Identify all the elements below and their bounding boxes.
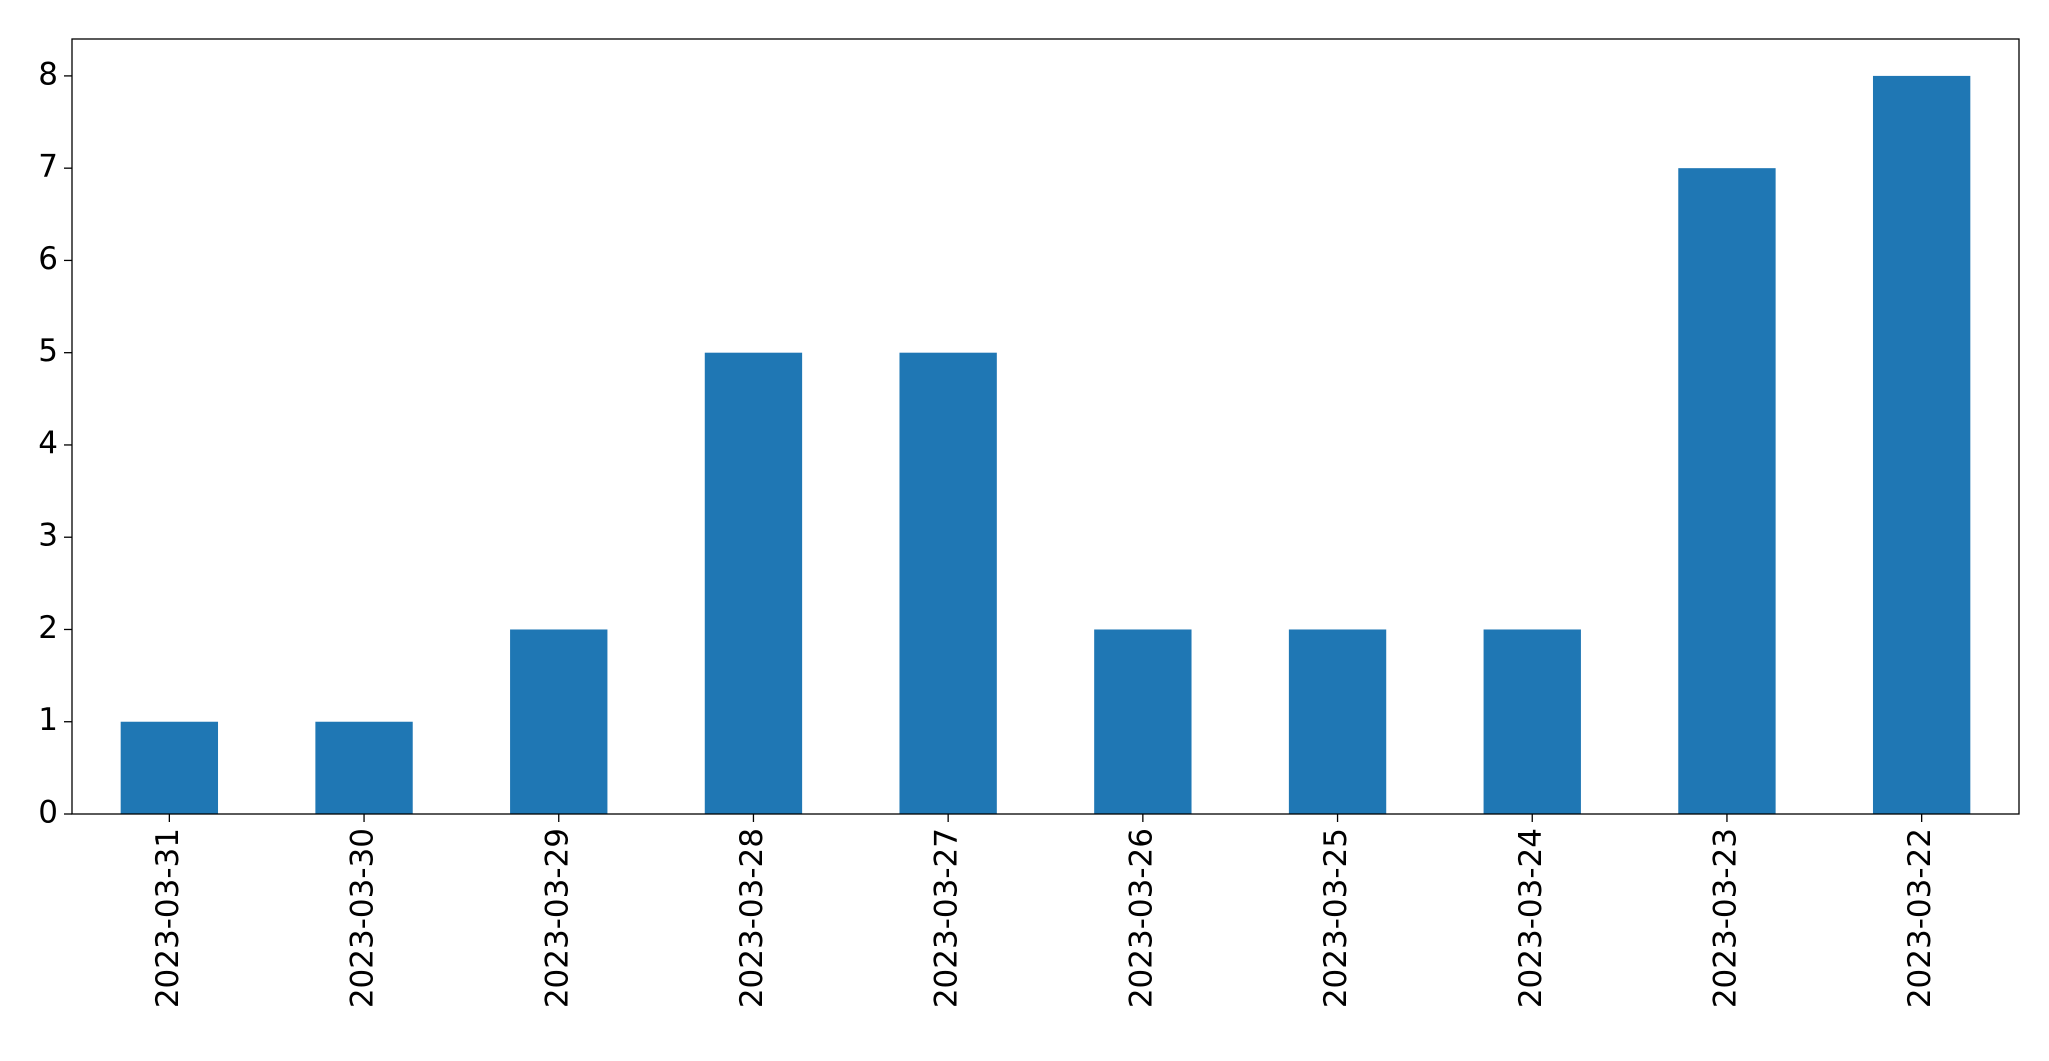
bar [1094,629,1192,814]
y-tick-label: 3 [38,518,58,554]
bar [1483,629,1581,814]
y-tick-label: 1 [38,702,58,738]
x-tick-label: 2023-03-27 [929,828,965,1008]
y-tick-label: 5 [38,333,58,369]
x-tick-label: 2023-03-23 [1707,828,1743,1008]
x-tick-label: 2023-03-28 [734,828,770,1008]
x-tick-label: 2023-03-26 [1123,828,1159,1008]
bar [1678,168,1776,814]
x-tick-label: 2023-03-25 [1318,828,1354,1008]
bar [315,721,413,814]
y-tick-label: 4 [38,425,58,461]
bar [510,629,608,814]
bar [1288,629,1387,814]
y-tick-label: 2 [38,610,58,646]
bar [899,352,997,814]
x-tick-label: 2023-03-29 [539,828,575,1008]
x-tick-label: 2023-03-30 [345,828,381,1008]
bar [1872,75,1971,814]
x-tick-label: 2023-03-22 [1902,828,1938,1008]
y-tick-label: 0 [38,795,58,831]
y-tick-label: 8 [38,56,58,92]
bar [704,352,803,814]
y-tick-label: 6 [38,241,58,277]
x-tick-label: 2023-03-24 [1513,828,1549,1008]
bar [120,721,219,814]
x-tick-label: 2023-03-31 [150,828,186,1008]
plot-frame [71,38,2020,815]
y-tick-label: 7 [38,149,58,185]
